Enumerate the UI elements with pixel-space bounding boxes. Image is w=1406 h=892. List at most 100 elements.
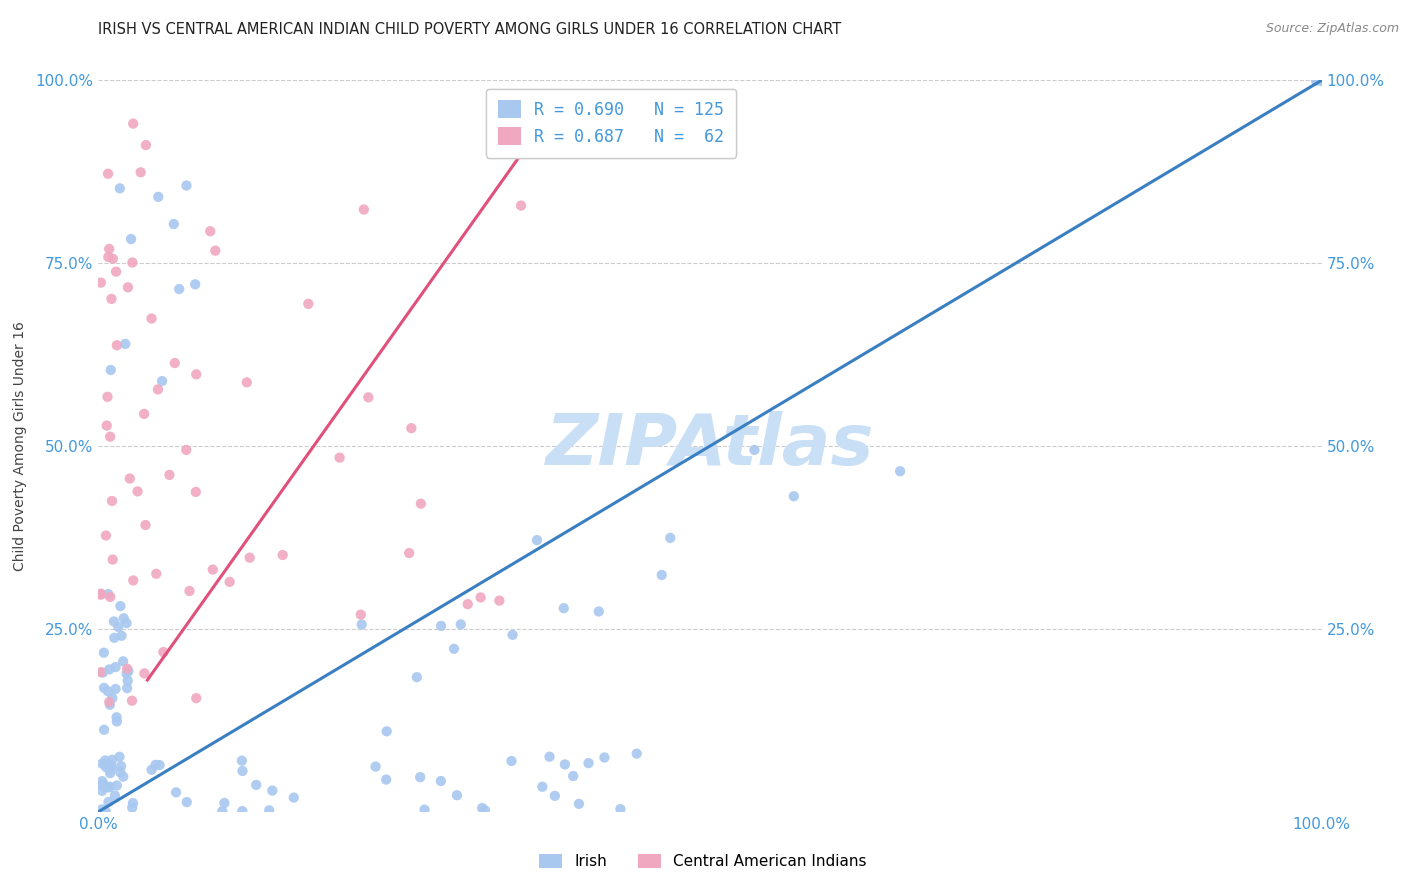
Point [783,489,806,503]
Point [593,750,616,764]
Point [1306,73,1329,87]
Point [91,756,114,771]
Point [502,628,524,642]
Point [90,586,112,600]
Point [93,681,115,695]
Point [94,528,117,542]
Point [236,376,259,390]
Point [97,795,120,809]
Point [108,181,131,195]
Point [501,754,523,768]
Point [93,723,115,737]
Point [443,641,465,656]
Point [1310,73,1333,87]
Point [245,778,267,792]
Point [1310,73,1333,87]
Point [91,774,114,789]
Point [231,754,253,768]
Point [510,198,533,212]
Point [239,550,262,565]
Point [94,754,117,768]
Point [110,629,132,643]
Point [186,368,208,382]
Point [96,390,118,404]
Point [201,563,224,577]
Point [357,390,380,404]
Point [413,803,436,817]
Point [100,762,122,776]
Y-axis label: Child Poverty Among Girls Under 16: Child Poverty Among Girls Under 16 [13,321,27,571]
Point [97,684,120,698]
Point [90,276,112,290]
Point [174,442,197,457]
Point [104,789,127,803]
Point [430,774,453,789]
Point [98,242,121,256]
Point [108,749,131,764]
Point [148,190,170,204]
Point [129,165,152,179]
Point [163,356,186,370]
Point [526,533,548,548]
Point [134,518,156,533]
Point [100,363,122,377]
Point [176,795,198,809]
Point [1309,73,1331,87]
Point [231,804,253,818]
Point [1310,73,1333,87]
Point [167,282,190,296]
Point [1310,73,1333,87]
Point [96,418,118,433]
Point [262,783,284,797]
Point [430,619,453,633]
Point [405,670,427,684]
Point [141,763,163,777]
Point [145,566,167,581]
Point [97,780,120,795]
Point [101,552,124,566]
Point [186,691,208,706]
Point [115,681,138,696]
Point [257,803,280,817]
Point [179,584,201,599]
Point [103,615,125,629]
Point [329,450,352,465]
Point [112,770,135,784]
Point [117,673,139,688]
Point [474,803,496,817]
Point [141,311,163,326]
Point [103,631,125,645]
Point [1310,73,1333,87]
Point [350,617,373,632]
Point [110,759,132,773]
Point [184,484,207,499]
Point [554,757,576,772]
Point [659,531,682,545]
Point [91,778,114,792]
Point [118,471,141,485]
Point [91,665,114,680]
Point [401,421,423,435]
Point [651,568,673,582]
Point [105,710,128,724]
Point [568,797,591,811]
Point [91,802,114,816]
Point [122,574,145,588]
Point [107,620,129,634]
Point [98,695,121,709]
Point [98,766,121,780]
Point [105,714,128,729]
Point [101,494,124,508]
Point [1310,73,1333,87]
Point [297,297,319,311]
Point [90,665,112,680]
Point [115,616,138,631]
Point [98,590,121,604]
Point [101,759,124,773]
Point [176,178,198,193]
Point [101,252,124,266]
Point [110,599,132,613]
Text: ZIPAtlas: ZIPAtlas [546,411,875,481]
Point [531,780,554,794]
Point [364,759,387,773]
